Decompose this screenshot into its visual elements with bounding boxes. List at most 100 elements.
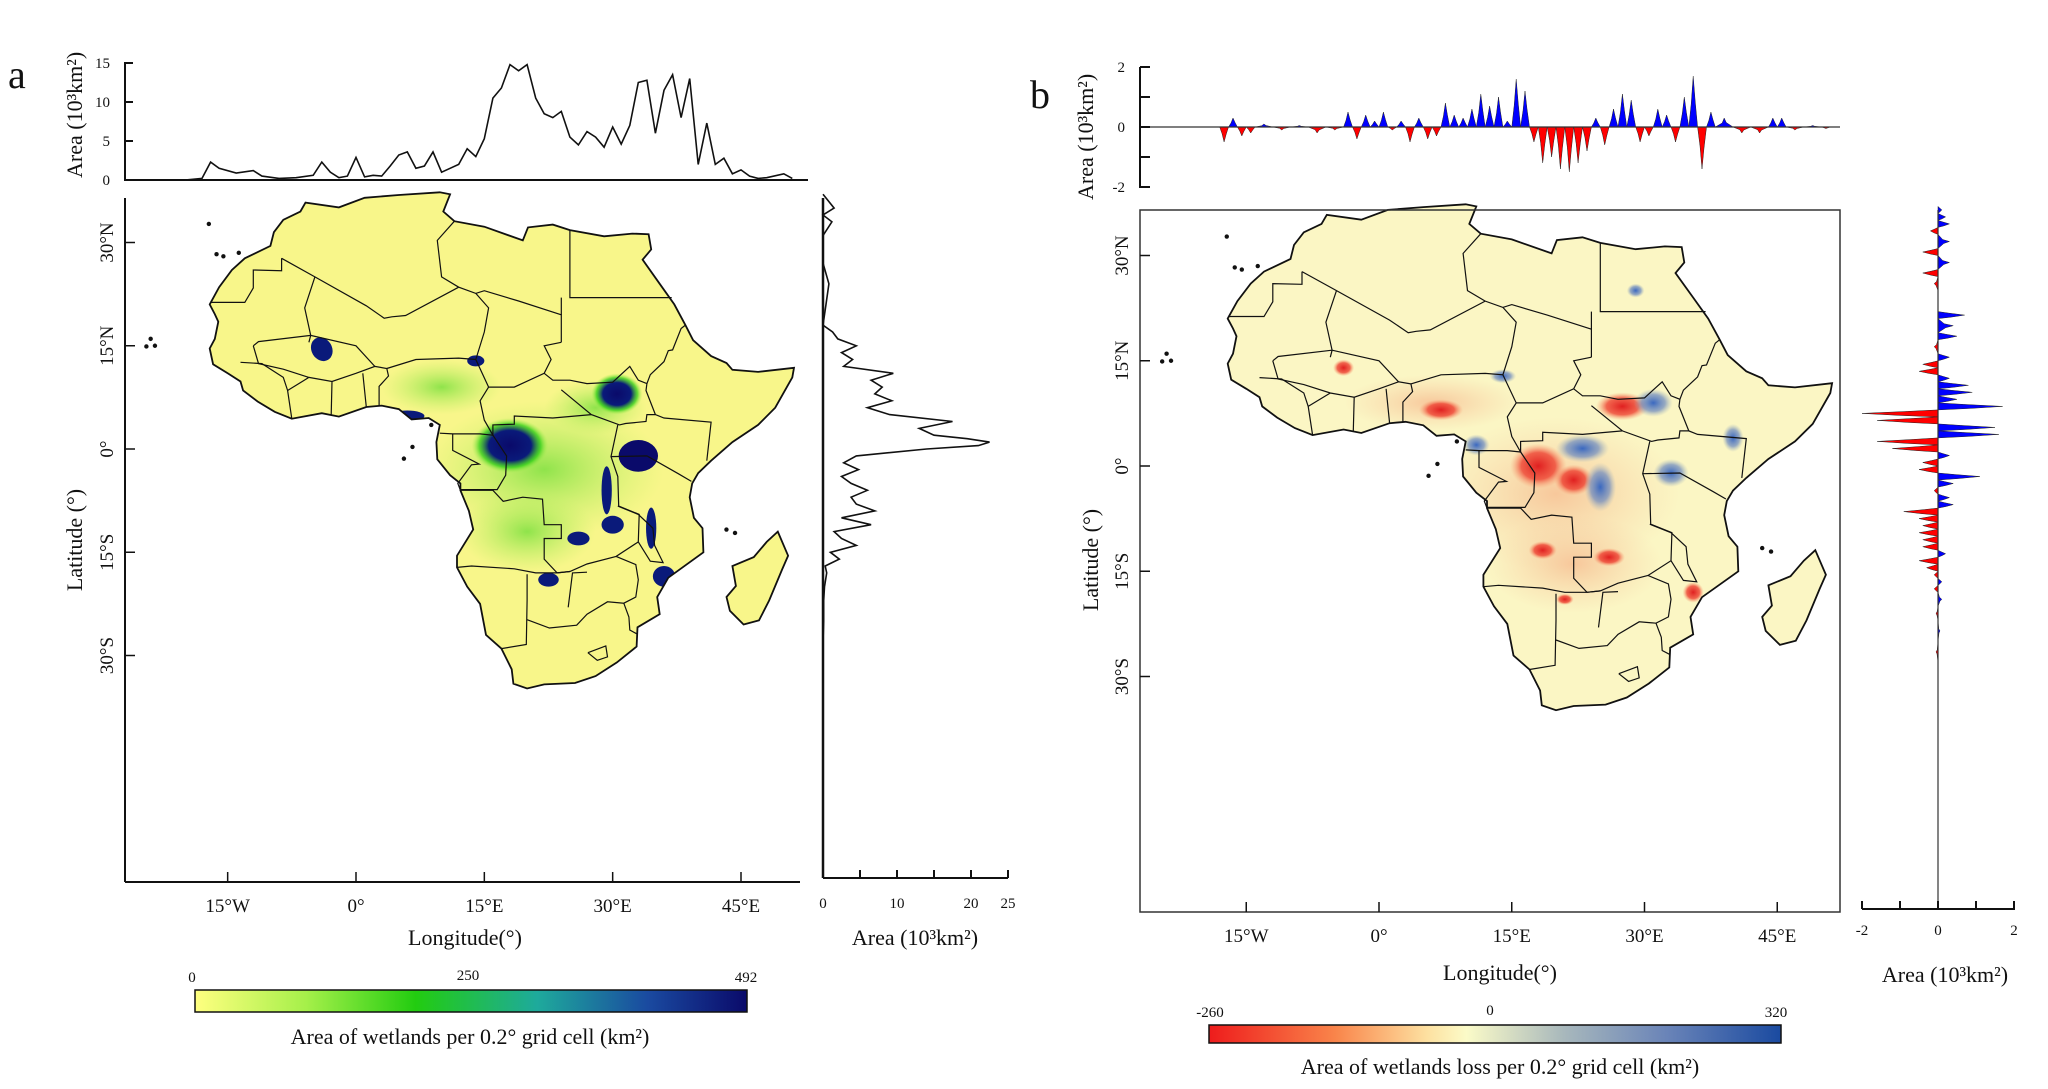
panel-a-colorbar: 0 250 492 Area of wetlands per 0.2° grid… [188, 968, 757, 1049]
b-map-ytick-label: 15°S [1112, 553, 1133, 590]
a-country-border [492, 414, 592, 436]
panel-a-top-profile: 0 5 10 15 Area (10³km²) [62, 52, 808, 189]
b-island [1760, 545, 1765, 551]
a-island [401, 456, 407, 461]
b-top-loss-area [1644, 126, 1654, 137]
b-island [1435, 461, 1440, 467]
b-country-border [1655, 622, 1671, 656]
a-wetland-cell [601, 515, 624, 534]
a-country-border [610, 455, 692, 482]
b-country-border [1410, 372, 1522, 453]
b-country-border [1478, 450, 1509, 509]
a-country-border [436, 220, 460, 288]
b-country-border [1618, 665, 1640, 683]
b-top-gain-area [1378, 111, 1389, 128]
a-island [410, 444, 415, 450]
b-map-xtick-label: 15°W [1224, 926, 1269, 947]
a-island [148, 336, 153, 342]
a-madagascar-coast [725, 530, 790, 626]
panel-b-map: 15°W 0° 15°E 30°E 45°E 30°N 15°N 0° 15°S 30°S Lon… [1078, 203, 1841, 985]
b-top-loss-area [1697, 126, 1707, 170]
a-country-border [646, 324, 686, 384]
a-map-xlabel: Longitude(°) [408, 925, 522, 950]
b-right-loss-area [1922, 521, 1939, 530]
b-top-gain-area [1413, 117, 1424, 128]
b-right-loss-area [1903, 507, 1939, 516]
b-top-gain-area [1493, 96, 1504, 128]
b-top-ylabel: Area (10³km²) [1073, 74, 1098, 200]
b-map-ytick-label: 15°N [1112, 340, 1133, 381]
b-top-loss-area [1582, 126, 1592, 152]
b-right-gain-area [1937, 423, 1996, 432]
a-island [724, 527, 729, 532]
b-map-frame [1139, 209, 1841, 913]
a-country-border [386, 357, 494, 436]
b-top-gain-area [1396, 120, 1407, 128]
panel-letter-b: b [1030, 72, 1050, 117]
panel-letter-a: a [8, 52, 26, 97]
b-top-gain-area [1626, 99, 1637, 128]
b-map-xlabel: Longitude(°) [1443, 960, 1557, 985]
b-right-loss-area [1922, 458, 1939, 467]
b-right-gain-area [1937, 479, 1954, 488]
b-map-ytick-label: 30°S [1112, 658, 1133, 695]
b-map-xtick-label: 30°E [1625, 926, 1663, 947]
a-country-border [617, 505, 665, 564]
b-top-gain-area [1369, 120, 1380, 128]
a-country-border [240, 361, 293, 419]
b-colorbar-max: 320 [1765, 1005, 1788, 1021]
b-wetland-cell [1463, 434, 1490, 456]
a-country-border [362, 373, 367, 408]
a-right-xtick-label: 0 [819, 896, 827, 912]
b-top-loss-area [1546, 126, 1557, 158]
b-top-loss-area [1564, 126, 1574, 173]
panel-b-right-profile: -2 0 2 Area (10³km²) [1856, 205, 2018, 987]
b-wetland-cell [1418, 399, 1464, 421]
a-top-ytick-label: 15 [95, 56, 110, 72]
b-country-border [1301, 271, 1592, 358]
b-top-loss-area [1599, 126, 1610, 146]
a-map-ytick-label: 0° [97, 440, 118, 457]
a-coastline [208, 191, 796, 690]
b-map-xtick-label: 0° [1370, 926, 1387, 947]
b-right-gain-area [1937, 254, 1951, 271]
a-right-xlabel: Area (10³km²) [852, 925, 978, 950]
b-country-border [1352, 397, 1355, 431]
b-right-gain-area [1937, 402, 2003, 411]
b-right-gain-area [1937, 381, 1969, 390]
b-right-loss-area [1892, 444, 1939, 453]
b-wetland-cell [1682, 581, 1704, 603]
a-top-ytick-label: 0 [103, 173, 111, 189]
b-right-gain-area [1937, 549, 1947, 558]
a-map-ytick-label: 15°S [97, 534, 118, 571]
b-top-gain-area [1688, 75, 1698, 128]
b-map-xtick-label: 45°E [1758, 926, 1796, 947]
b-right-xlabel: Area (10³km²) [1882, 962, 2008, 987]
b-top-loss-area [1732, 126, 1751, 134]
b-country-border [1462, 233, 1486, 302]
a-wetland-cell [467, 355, 485, 367]
panel-b: -2 0 2 Area (10³km²) 15°W 0° 15°E 30°E 45°E 30°… [1073, 60, 2018, 1079]
b-country-border [1555, 574, 1672, 650]
a-country-border [526, 555, 639, 629]
b-top-loss-area [1750, 126, 1769, 134]
b-country-border [1487, 451, 1536, 508]
b-island [1768, 549, 1774, 554]
b-colorbar-label: Area of wetlands loss per 0.2° grid cell… [1301, 1054, 1699, 1079]
b-right-xtick-label: 0 [1934, 923, 1942, 939]
a-country-border [287, 376, 310, 392]
b-top-gain-area [1511, 78, 1521, 128]
a-map-xtick-label: 15°E [465, 896, 503, 917]
b-top-ytick-label: -2 [1113, 180, 1126, 196]
b-right-xtick-label: 2 [2010, 923, 2018, 939]
a-top-profile-line [133, 63, 793, 181]
b-top-loss-area [1245, 126, 1256, 134]
b-country-border [1679, 339, 1721, 400]
b-top-loss-area [1219, 126, 1229, 143]
panel-a-map: 15°W 0° 15°E 30°E 45°E 30°N 15°N 0° 15°S 30°S Lon… [62, 191, 800, 950]
b-right-loss-area [1877, 416, 1939, 425]
b-right-gain-area [1937, 318, 1954, 334]
b-island [1239, 267, 1245, 272]
b-top-gain-area [1484, 105, 1495, 128]
